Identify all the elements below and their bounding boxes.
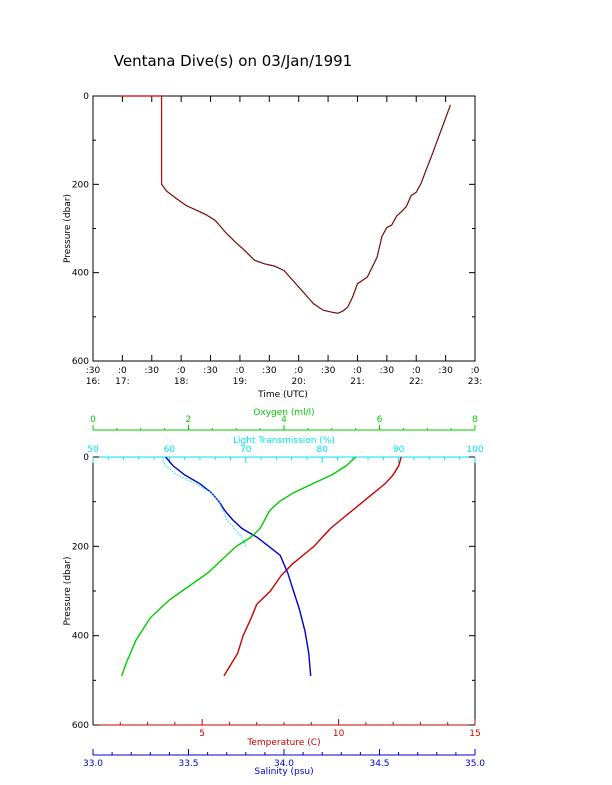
x-tick-label: :0: [294, 366, 303, 376]
x-tick-label: :30: [86, 366, 101, 376]
y-tick-label: 0: [83, 453, 89, 463]
light-tick-label: 100: [466, 445, 483, 455]
y-axis-label: Pressure (dbar): [63, 194, 73, 263]
salinity-tick-label: 34.5: [369, 759, 389, 769]
salinity-profile: [165, 456, 312, 676]
y-tick-label: 600: [72, 357, 89, 367]
x-tick-label: 16:: [86, 377, 100, 387]
temperature-tick-label: 5: [199, 729, 205, 739]
light-tick-label: 80: [316, 445, 328, 455]
salinity-tick-label: 33.5: [178, 759, 198, 769]
light-transmission-profile: [161, 456, 247, 547]
x-tick-label: 17:: [115, 377, 129, 387]
y-tick-label: 0: [83, 92, 89, 102]
salinity-axis-label: Salinity (psu): [254, 767, 313, 777]
x-tick-label: 22:: [409, 377, 423, 387]
x-tick-label: :0: [412, 366, 421, 376]
oxygen-profile: [121, 456, 357, 677]
dive-pressure-trace-overlay: [161, 104, 451, 314]
x-tick-label: 20:: [291, 377, 305, 387]
x-tick-label: 21:: [350, 377, 364, 387]
x-tick-label: :30: [321, 366, 336, 376]
temperature-profile: [223, 456, 402, 677]
light-tick-label: 50: [87, 445, 99, 455]
x-tick-label: 19:: [233, 377, 247, 387]
oxygen-axis-label: Oxygen (ml/l): [253, 408, 314, 418]
light-tick-label: 90: [393, 445, 405, 455]
x-tick-label: :0: [353, 366, 362, 376]
y-tick-label: 200: [72, 180, 89, 190]
light-tick-label: 70: [240, 445, 252, 455]
salinity-tick-label: 35.0: [465, 759, 485, 769]
x-tick-label: :0: [118, 366, 127, 376]
x-tick-label: :0: [471, 366, 480, 376]
oxygen-tick-label: 8: [472, 415, 478, 425]
y-axis-label: Pressure (dbar): [63, 557, 73, 626]
y-tick-label: 200: [72, 542, 89, 552]
x-tick-label: :0: [236, 366, 245, 376]
oxygen-tick-label: 4: [281, 415, 287, 425]
temperature-axis-label: Temperature (C): [246, 738, 320, 748]
light-axis-label: Light Transmission (%): [233, 436, 335, 446]
plot-frame: [92, 95, 476, 362]
x-axis-label: Time (UTC): [257, 390, 308, 400]
salinity-tick-label: 33.0: [83, 759, 103, 769]
x-tick-label: :0: [177, 366, 186, 376]
temperature-tick-label: 15: [469, 729, 480, 739]
salinity-tick-label: 34.0: [274, 759, 294, 769]
y-tick-label: 600: [72, 721, 89, 731]
oxygen-tick-label: 2: [186, 415, 192, 425]
x-tick-label: :30: [262, 366, 277, 376]
x-tick-label: 18:: [174, 377, 188, 387]
light-tick-label: 60: [164, 445, 176, 455]
x-tick-label: :30: [145, 366, 160, 376]
oxygen-tick-label: 6: [377, 415, 383, 425]
y-tick-label: 400: [72, 632, 89, 642]
x-tick-label: :30: [438, 366, 453, 376]
x-tick-label: 23:: [468, 377, 482, 387]
oxygen-tick-label: 0: [90, 415, 96, 425]
x-tick-label: :30: [203, 366, 218, 376]
profile-chart: 0 200 400 600 Pressure (dbar) 0 2 4 6 8 Oxygen (ml…: [63, 408, 485, 777]
chart-title: Ventana Dive(s) on 03/Jan/1991: [114, 52, 352, 70]
dive-pressure-trace: [120, 95, 452, 314]
y-tick-label: 400: [72, 269, 89, 279]
temperature-tick-label: 10: [333, 729, 345, 739]
x-tick-label: :30: [380, 366, 395, 376]
